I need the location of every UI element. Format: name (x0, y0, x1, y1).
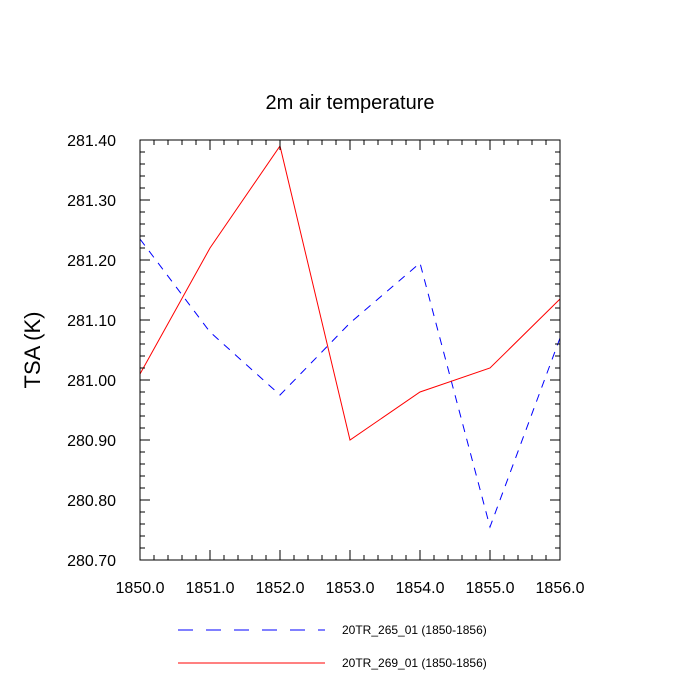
x-tick-label: 1853.0 (326, 580, 375, 597)
y-axis-title: TSA (K) (20, 311, 45, 388)
y-tick-label: 281.10 (67, 313, 116, 330)
legend-label-1: 20TR_269_01 (1850-1856) (342, 656, 487, 670)
plot-frame (139, 139, 561, 561)
axis-ticks: 1850.0 1851.0 1852.0 1853.0 1854.0 1855.0 1856… (67, 133, 585, 597)
x-tick-label: 1855.0 (466, 580, 515, 597)
x-tick-label: 1854.0 (396, 580, 445, 597)
x-tick-label: 1851.0 (186, 580, 235, 597)
x-tick-label: 1856.0 (536, 580, 585, 597)
series-line-0 (139, 238, 561, 529)
chart-title: 2m air temperature (266, 92, 435, 114)
plot-area (139, 144, 561, 529)
y-tick-label: 280.90 (67, 433, 116, 450)
y-tick-label: 280.70 (67, 553, 116, 570)
x-tick-label: 1852.0 (256, 580, 305, 597)
x-tick-label: 1850.0 (116, 580, 165, 597)
y-tick-label: 281.00 (67, 373, 116, 390)
y-tick-label: 281.20 (67, 253, 116, 270)
y-tick-label: 281.40 (67, 133, 116, 150)
legend-label-0: 20TR_265_01 (1850-1856) (342, 623, 487, 637)
legend: 20TR_265_01 (1850-1856) 20TR_269_01 (1850… (178, 623, 487, 670)
series-line-1 (139, 144, 561, 441)
y-tick-label: 281.30 (67, 193, 116, 210)
y-tick-label: 280.80 (67, 493, 116, 510)
